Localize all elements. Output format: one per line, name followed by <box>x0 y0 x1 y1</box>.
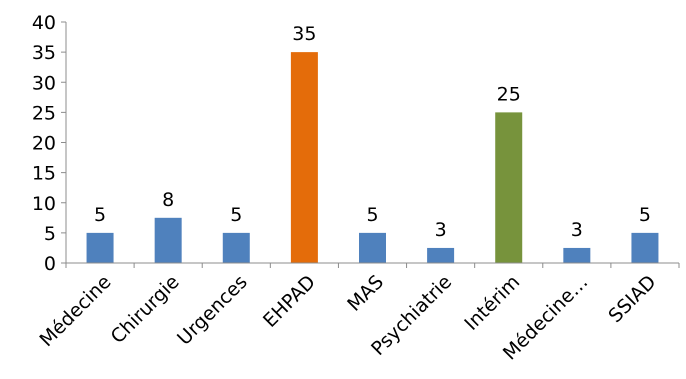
data-label: 25 <box>497 83 521 105</box>
y-tick-label: 30 <box>32 72 56 94</box>
bar <box>631 232 659 263</box>
data-label: 5 <box>366 204 378 226</box>
y-tick-label: 40 <box>32 12 56 34</box>
y-tick-label: 20 <box>32 133 56 155</box>
bar <box>563 247 591 263</box>
y-tick-label: 25 <box>32 102 56 124</box>
bar <box>359 232 386 263</box>
y-tick-label: 10 <box>32 193 56 215</box>
bar <box>290 52 318 263</box>
data-label: 35 <box>292 23 316 45</box>
bar <box>222 232 250 263</box>
data-label: 3 <box>435 219 447 241</box>
x-tick-label: Intérim <box>460 271 524 335</box>
bar <box>86 232 114 263</box>
x-tick-label: Urgences <box>173 271 252 350</box>
data-label: 3 <box>571 219 583 241</box>
y-tick-label: 15 <box>32 163 56 185</box>
x-tick-label: Médecine <box>35 271 115 351</box>
x-tick-label: Chirurgie <box>107 271 184 348</box>
bars <box>86 52 659 263</box>
y-tick-label: 5 <box>44 223 56 245</box>
x-tick-label: EHPAD <box>259 271 320 332</box>
data-label: 8 <box>162 189 174 211</box>
data-label: 5 <box>639 204 651 226</box>
y-axis: 0 5 10 15 20 25 30 35 40 <box>32 12 67 275</box>
x-tick-label: MAS <box>343 271 388 316</box>
y-tick-label: 35 <box>32 42 56 64</box>
y-tick-label: 0 <box>44 253 56 275</box>
bar <box>495 112 523 263</box>
x-tick-label: SSIAD <box>604 271 660 327</box>
bar <box>427 247 455 263</box>
data-label: 5 <box>230 204 242 226</box>
data-label: 5 <box>94 204 106 226</box>
bar <box>154 217 182 263</box>
